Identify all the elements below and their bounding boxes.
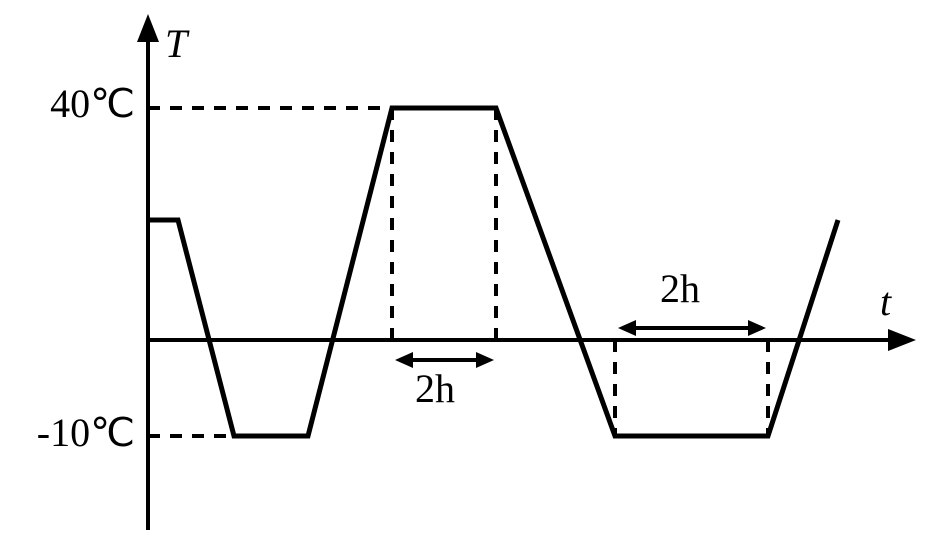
duration-label-1: 2h xyxy=(415,365,455,412)
temperature-cycle-chart: T t 40℃ -10℃ 2h 2h xyxy=(0,0,947,541)
y-tick-minus10: -10℃ xyxy=(0,409,135,456)
chart-svg xyxy=(0,0,947,541)
y-tick-40: 40℃ xyxy=(10,80,135,127)
duration-label-2: 2h xyxy=(660,265,700,312)
y-axis-label: T xyxy=(165,20,187,67)
x-axis-label: t xyxy=(880,278,891,325)
